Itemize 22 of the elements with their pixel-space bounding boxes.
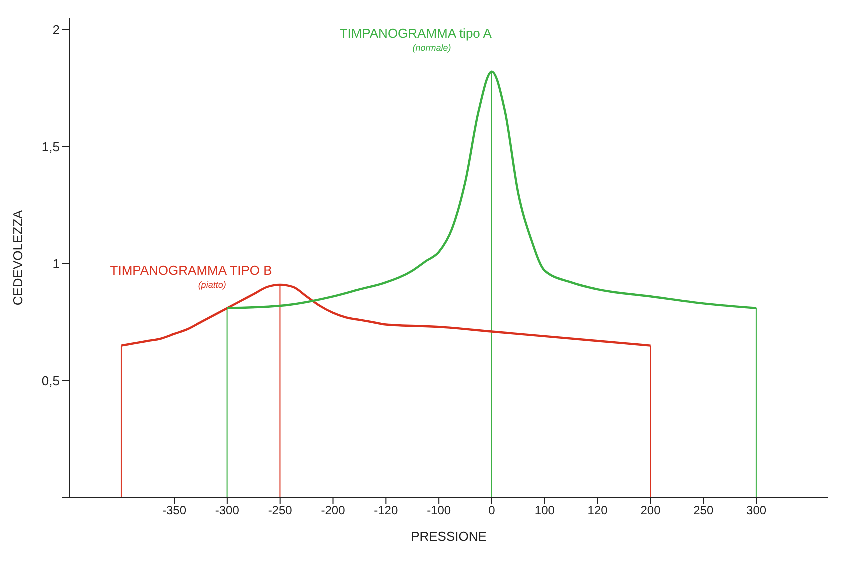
x-tick-label: -250 — [268, 504, 293, 518]
annotation: (normale) — [412, 42, 452, 53]
y-axis-title: CEDEVOLEZZA — [10, 210, 26, 306]
series-label: TIMPANOGRAMMA TIPO B — [110, 262, 272, 278]
x-tick-label: -100 — [427, 504, 452, 518]
x-tick-label: 0 — [488, 504, 496, 518]
x-tick-label: -300 — [215, 504, 240, 518]
x-tick-label: 300 — [746, 504, 767, 518]
x-tick-label: 100 — [534, 504, 556, 518]
annotation: (piatto) — [198, 280, 226, 290]
x-axis-title: PRESSIONE — [411, 529, 488, 544]
y-tick-label: 0,5 — [42, 374, 60, 389]
x-tick-label: 120 — [588, 504, 608, 518]
x-tick-label: -200 — [321, 504, 346, 518]
y-tick-label: 1,5 — [42, 139, 60, 154]
x-tick-label: 200 — [640, 504, 662, 518]
y-tick-label: 2 — [52, 22, 60, 38]
x-tick-label: -120 — [374, 504, 398, 518]
text: TIMPANOGRAMMA tipo A — [340, 26, 492, 41]
y-tick-label: 1 — [52, 256, 60, 272]
x-tick-label: -350 — [162, 504, 187, 518]
x-tick-label: 250 — [694, 504, 714, 518]
